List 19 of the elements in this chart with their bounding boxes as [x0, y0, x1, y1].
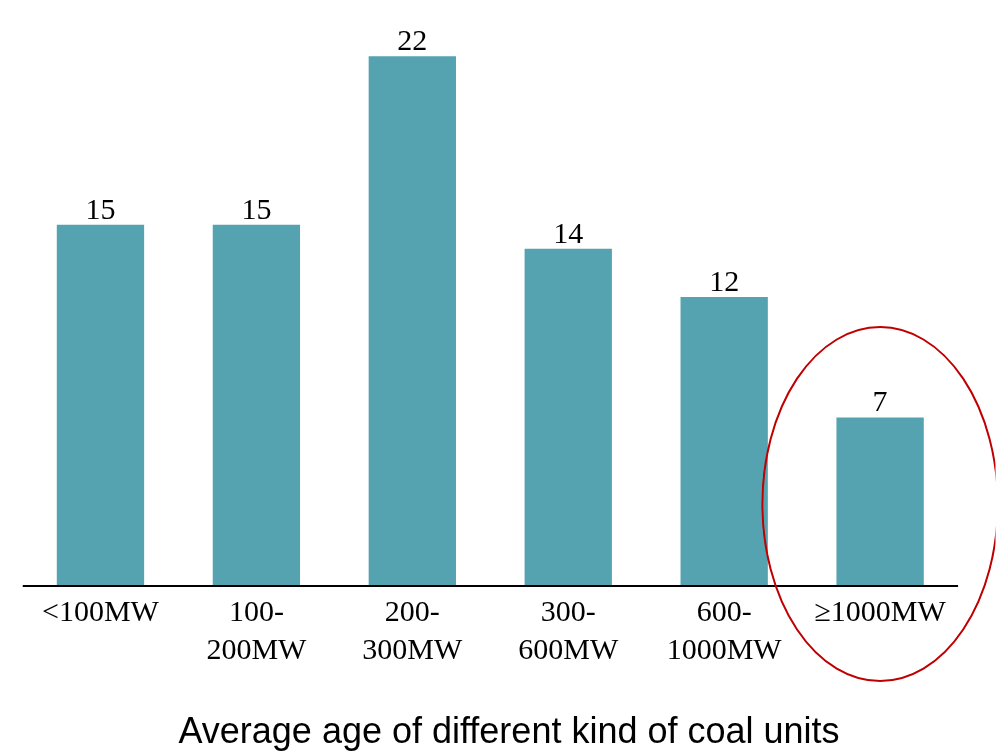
data-label: 15: [241, 191, 272, 225]
x-tick-label: 100-200MW: [206, 594, 308, 666]
bar: [836, 417, 924, 586]
bar: [680, 296, 768, 586]
bar: [368, 56, 456, 586]
data-label: 12: [709, 263, 740, 297]
data-label: 15: [85, 191, 116, 225]
bar: [56, 224, 145, 586]
x-tick-label: 600-1000MW: [666, 594, 783, 666]
bar: [212, 224, 301, 586]
data-label: 7: [872, 384, 888, 418]
data-label: 22: [397, 23, 428, 57]
x-tick-label: 200-300MW: [362, 594, 463, 666]
data-label: 14: [553, 215, 584, 249]
text: Average age of different kind of coal units: [178, 709, 840, 751]
bar: [524, 248, 612, 586]
x-tick-label: ≥1000MW: [814, 594, 947, 628]
x-tick-label: <100MW: [42, 594, 160, 628]
x-tick-label: 300-600MW: [518, 594, 619, 666]
